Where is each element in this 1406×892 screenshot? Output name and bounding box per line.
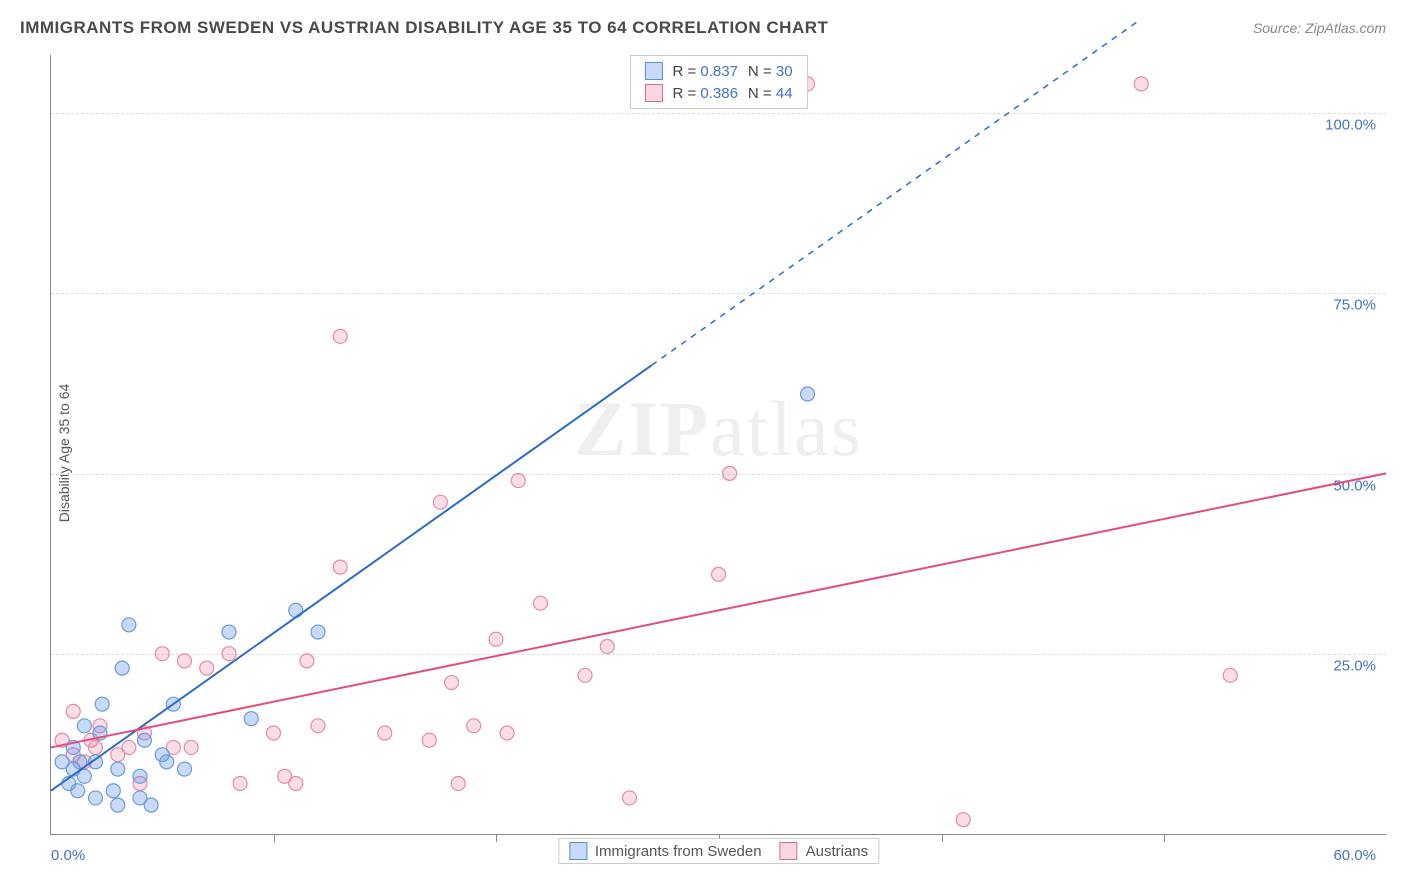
trendline-blue	[51, 365, 652, 791]
plot-svg	[51, 55, 1386, 834]
data-point-blue	[106, 784, 120, 798]
data-point-pink	[289, 777, 303, 791]
data-point-pink	[333, 329, 347, 343]
data-point-pink	[451, 777, 465, 791]
x-tick	[274, 834, 275, 842]
data-point-pink	[311, 719, 325, 733]
data-point-pink	[1223, 668, 1237, 682]
swatch-blue-icon	[644, 62, 662, 80]
data-point-blue	[801, 387, 815, 401]
x-tick	[942, 834, 943, 842]
legend-item-blue: Immigrants from Sweden	[569, 842, 762, 860]
data-point-blue	[144, 798, 158, 812]
data-point-blue	[178, 762, 192, 776]
data-point-pink	[378, 726, 392, 740]
data-point-pink	[489, 632, 503, 646]
data-point-pink	[184, 740, 198, 754]
legend-stats-box: R = 0.837 N = 30 R = 0.386 N = 44	[629, 55, 807, 109]
data-point-pink	[433, 495, 447, 509]
data-point-pink	[333, 560, 347, 574]
n-label-blue: N = 30	[748, 63, 793, 80]
r-label-pink: R = 0.386	[672, 85, 737, 102]
data-point-pink	[300, 654, 314, 668]
data-point-blue	[77, 719, 91, 733]
swatch-blue-icon	[569, 842, 587, 860]
data-point-pink	[222, 647, 236, 661]
chart-header: IMMIGRANTS FROM SWEDEN VS AUSTRIAN DISAB…	[20, 18, 1386, 38]
data-point-pink	[267, 726, 281, 740]
chart-title: IMMIGRANTS FROM SWEDEN VS AUSTRIAN DISAB…	[20, 18, 828, 38]
data-point-blue	[137, 733, 151, 747]
legend-series-box: Immigrants from Sweden Austrians	[558, 838, 879, 864]
data-point-pink	[623, 791, 637, 805]
x-start-label: 0.0%	[51, 847, 85, 864]
source-attribution: Source: ZipAtlas.com	[1253, 20, 1386, 36]
data-point-pink	[178, 654, 192, 668]
legend-stats-row-pink: R = 0.386 N = 44	[640, 82, 796, 104]
data-point-blue	[111, 762, 125, 776]
data-point-pink	[122, 740, 136, 754]
swatch-pink-icon	[644, 84, 662, 102]
data-point-blue	[311, 625, 325, 639]
data-point-blue	[244, 712, 258, 726]
legend-stats-row-blue: R = 0.837 N = 30	[640, 60, 796, 82]
data-point-pink	[712, 567, 726, 581]
data-point-pink	[233, 777, 247, 791]
trendline-pink	[51, 473, 1386, 747]
legend-label-blue: Immigrants from Sweden	[595, 843, 762, 860]
data-point-pink	[511, 474, 525, 488]
x-tick	[496, 834, 497, 842]
data-point-pink	[89, 740, 103, 754]
n-label-pink: N = 44	[748, 85, 793, 102]
data-point-pink	[578, 668, 592, 682]
data-point-pink	[1134, 77, 1148, 91]
data-point-blue	[115, 661, 129, 675]
data-point-blue	[160, 755, 174, 769]
data-point-blue	[89, 791, 103, 805]
data-point-blue	[133, 769, 147, 783]
legend-label-pink: Austrians	[806, 843, 869, 860]
data-point-pink	[500, 726, 514, 740]
data-point-pink	[600, 639, 614, 653]
data-point-pink	[155, 647, 169, 661]
data-point-blue	[95, 697, 109, 711]
data-point-pink	[66, 704, 80, 718]
chart-area: Disability Age 35 to 64 ZIPatlas 25.0%50…	[50, 55, 1386, 835]
r-label-blue: R = 0.837	[672, 63, 737, 80]
data-point-blue	[71, 784, 85, 798]
data-point-pink	[956, 813, 970, 827]
data-point-pink	[534, 596, 548, 610]
plot-region: ZIPatlas 25.0%50.0%75.0%100.0% R = 0.837…	[50, 55, 1386, 835]
x-tick	[1164, 834, 1165, 842]
data-point-pink	[723, 466, 737, 480]
data-point-pink	[445, 676, 459, 690]
data-point-pink	[467, 719, 481, 733]
data-point-blue	[222, 625, 236, 639]
data-point-blue	[122, 618, 136, 632]
data-point-blue	[111, 798, 125, 812]
data-point-pink	[200, 661, 214, 675]
data-point-pink	[422, 733, 436, 747]
swatch-pink-icon	[780, 842, 798, 860]
legend-item-pink: Austrians	[780, 842, 869, 860]
x-end-label: 60.0%	[1333, 847, 1376, 864]
data-point-blue	[289, 603, 303, 617]
